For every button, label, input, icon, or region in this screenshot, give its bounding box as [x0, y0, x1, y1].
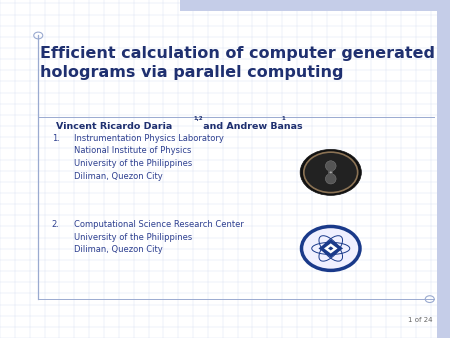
Polygon shape [328, 246, 333, 250]
Polygon shape [324, 243, 338, 254]
Text: 1,2: 1,2 [194, 116, 203, 121]
Text: 2.: 2. [52, 220, 59, 229]
Polygon shape [319, 239, 343, 258]
Text: 1 of 24: 1 of 24 [408, 317, 432, 323]
Circle shape [329, 171, 332, 173]
Text: Computational Science Research Center
University of the Philippines
Diliman, Que: Computational Science Research Center Un… [74, 220, 244, 255]
Text: 1.: 1. [52, 134, 59, 143]
Text: Efficient calculation of computer generated
holograms via parallel computing: Efficient calculation of computer genera… [40, 46, 436, 80]
Bar [437, 0, 450, 338]
Bar [180, 0, 450, 11]
Bar [328, 170, 333, 175]
Text: Instrumentation Physics Laboratory
National Institute of Physics
University of t: Instrumentation Physics Laboratory Natio… [74, 134, 224, 181]
Text: and Andrew Banas: and Andrew Banas [200, 122, 303, 131]
Circle shape [300, 149, 361, 195]
Ellipse shape [325, 174, 336, 184]
Circle shape [302, 226, 360, 270]
Ellipse shape [325, 161, 336, 171]
Text: 1: 1 [281, 116, 285, 121]
Circle shape [304, 152, 358, 193]
Text: Vincent Ricardo Daria: Vincent Ricardo Daria [56, 122, 172, 131]
